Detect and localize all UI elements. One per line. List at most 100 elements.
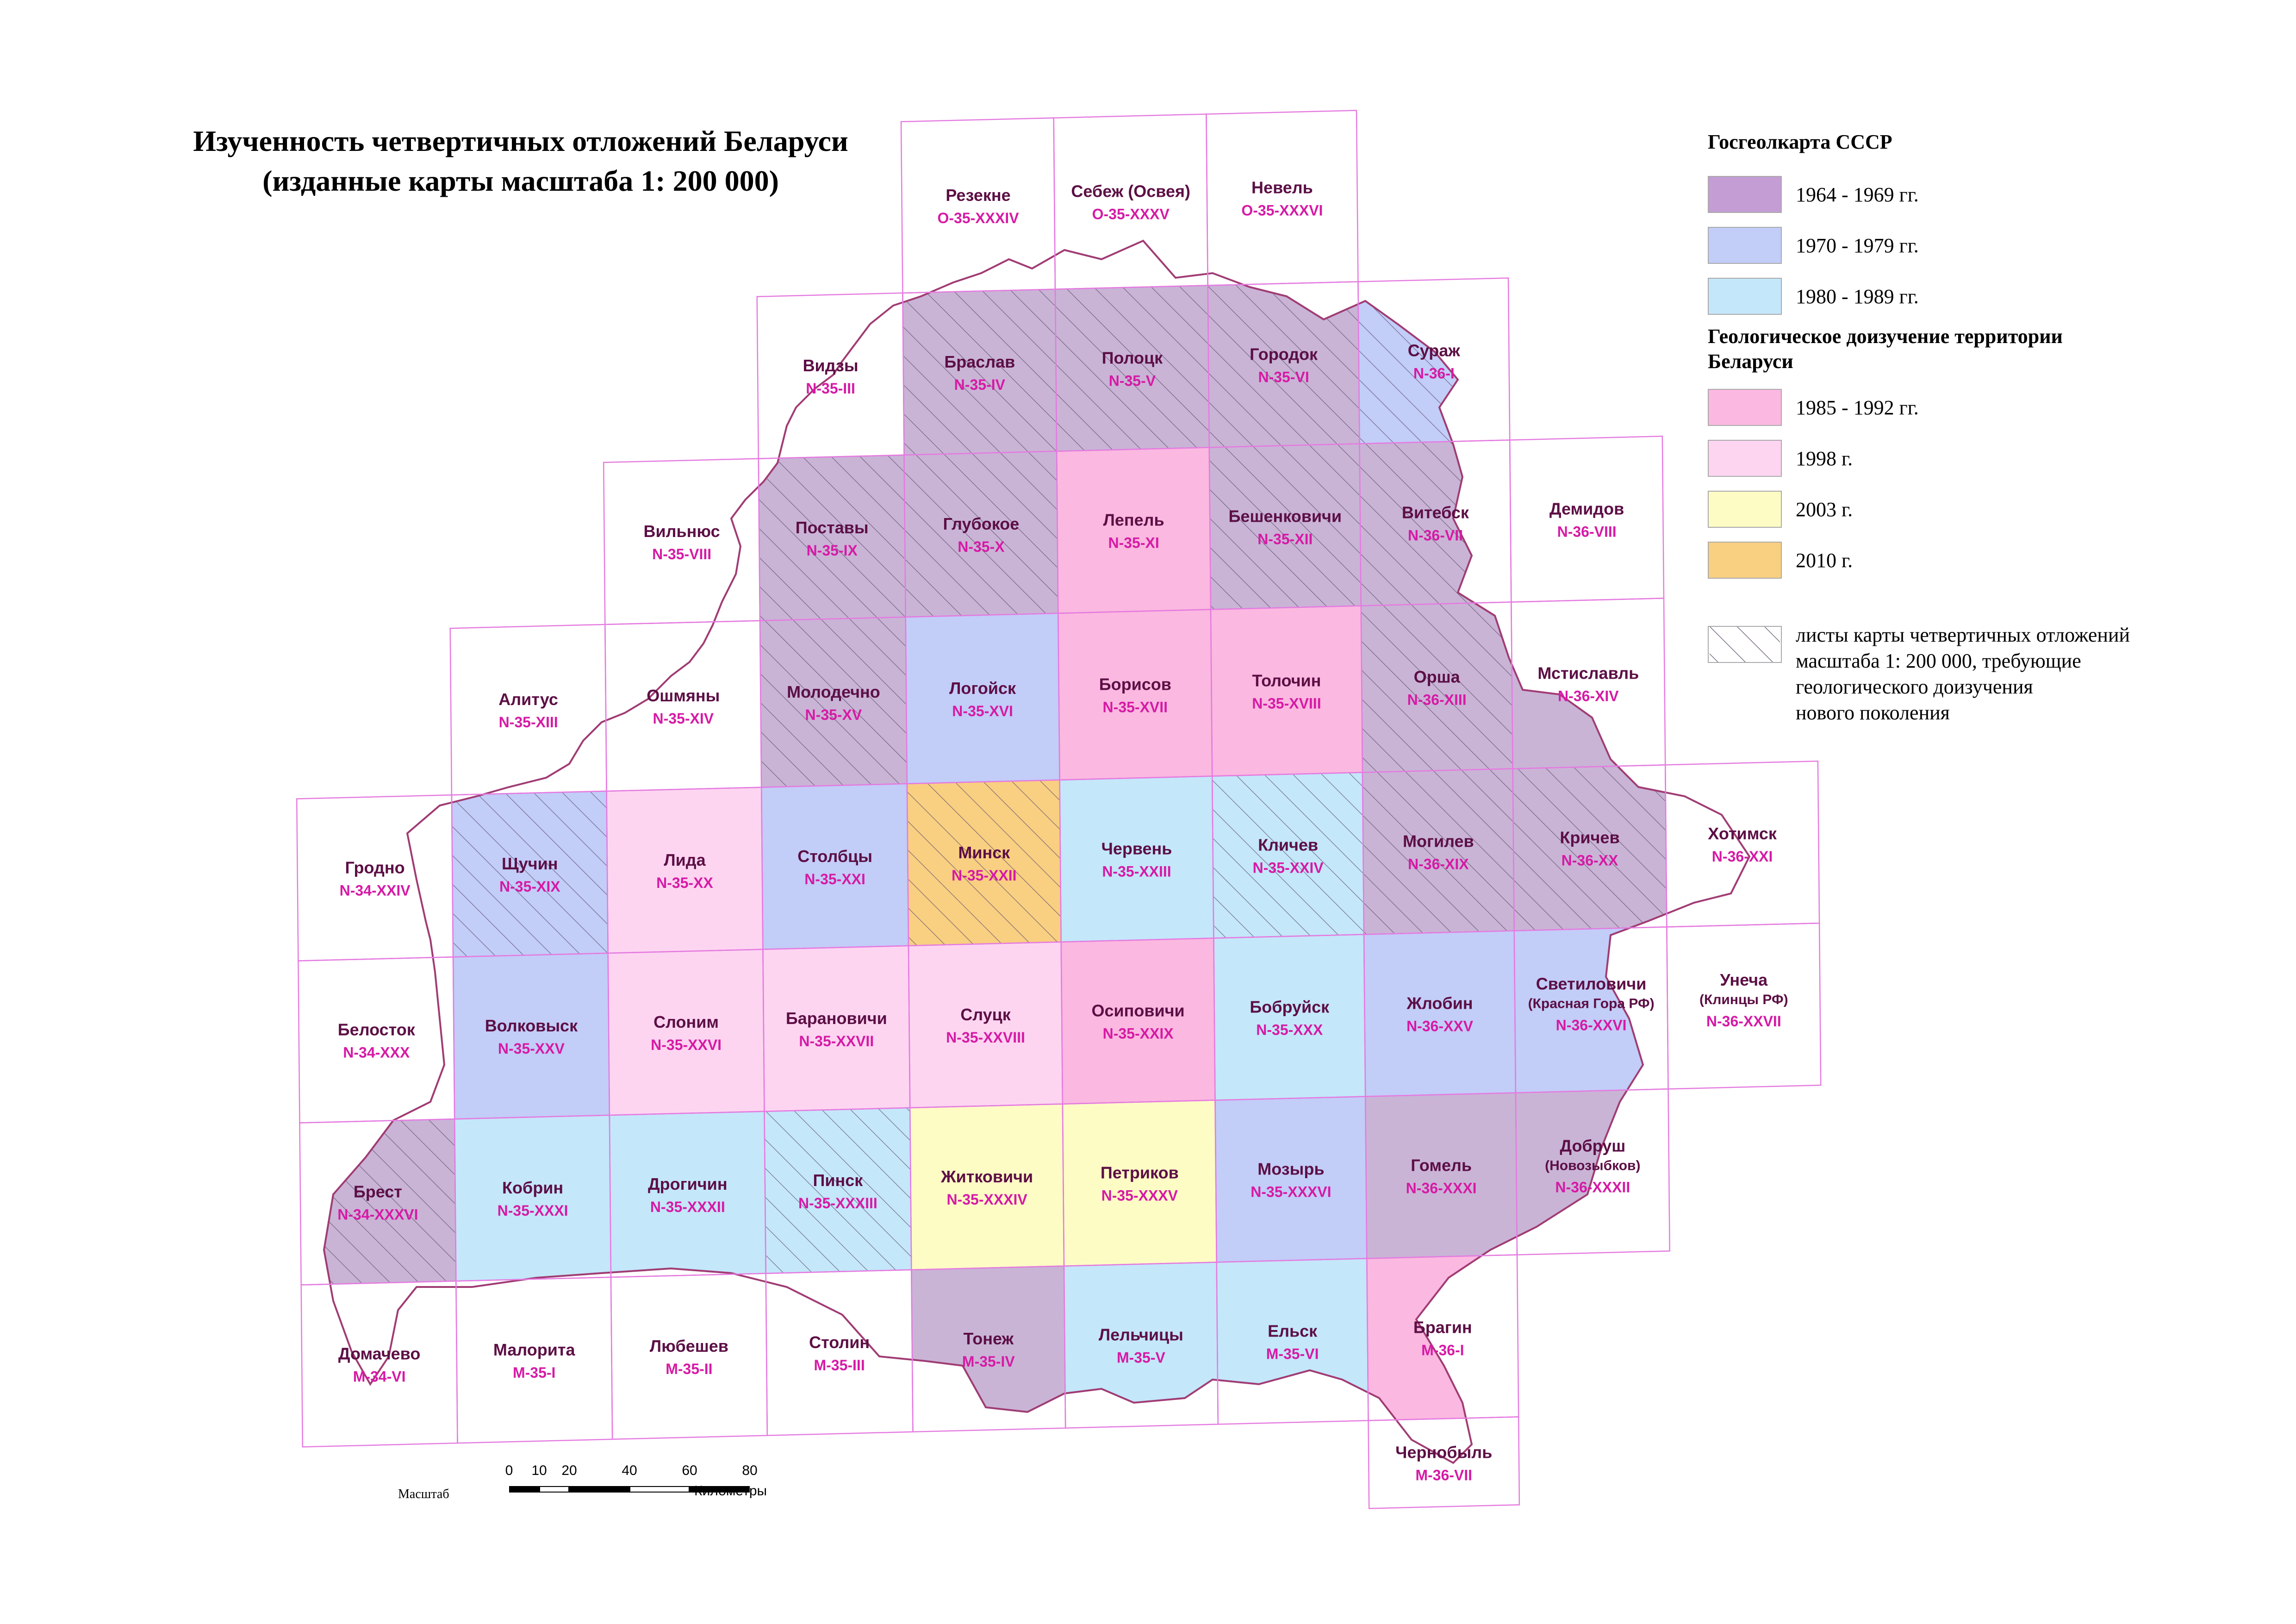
- sheet-code: N-35-XXIV: [1253, 860, 1324, 876]
- scale-unit: Километры: [694, 1483, 767, 1499]
- sheet-grid: [296, 110, 1822, 1509]
- sheet-frame: [300, 1280, 458, 1448]
- sheet-code: N-35-IX: [807, 542, 858, 559]
- sheet-name: Столин: [809, 1333, 870, 1352]
- legend-label: 2003 г.: [1796, 498, 1853, 521]
- sheet-name: Добруш: [1560, 1136, 1625, 1155]
- sheet-code: N-36-XXVII: [1706, 1013, 1781, 1030]
- scale-tick-label: 20: [561, 1463, 577, 1478]
- sheet-name: Любешев: [650, 1337, 728, 1355]
- sheet-name: Барановичи: [786, 1009, 887, 1028]
- sheet-name: Резекне: [946, 186, 1010, 205]
- sheet-hatch: [758, 455, 906, 621]
- legend-swatch: [1708, 176, 1782, 213]
- sheet-name: Кричев: [1560, 828, 1619, 847]
- sheet-hatch: [760, 617, 907, 787]
- sheet-code: N-35-XXXII: [650, 1199, 725, 1215]
- sheet-code: N-35-VIII: [652, 546, 711, 562]
- sheet-code: N-35-XXVIII: [946, 1029, 1025, 1046]
- sheet-name: Себеж (Освея): [1071, 182, 1190, 201]
- sheet-hatch: [324, 1119, 456, 1285]
- sheet-code: N-35-XXX: [1256, 1022, 1323, 1038]
- sheet-code: N-34-XXIV: [340, 882, 411, 899]
- sheet-name: Борисов: [1099, 675, 1171, 694]
- sheet-name: Слоним: [653, 1012, 719, 1031]
- sheet-code: N-35-IV: [954, 376, 1006, 393]
- sheet-name: Невель: [1251, 178, 1313, 197]
- sheet-fill: [608, 949, 765, 1115]
- sheet-labels: Резекне O-35-XXXIV Себеж (Освея) O-35-XXXV Н…: [337, 178, 1788, 1484]
- sheet-code: N-35-XXXV: [1101, 1187, 1178, 1204]
- scale-tick-label: 10: [531, 1463, 547, 1478]
- scale-segment: [539, 1486, 569, 1493]
- sheet-name: Орша: [1414, 668, 1461, 687]
- sheet-fill: [905, 613, 1060, 784]
- sheet-name: Дрогичин: [648, 1174, 728, 1193]
- sheet-hatch: [1362, 768, 1514, 935]
- legend-item-hatch: листы карты четвертичных отложений масшт…: [1708, 624, 2263, 728]
- sheet-name: Видзы: [803, 356, 859, 375]
- sheet-code: N-35-XVI: [952, 703, 1013, 719]
- title-line-1: Изученность четвертичных отложений Белар…: [193, 125, 848, 157]
- sheet-code: M-34-VI: [353, 1368, 406, 1385]
- sheet-code: N-35-XIX: [499, 878, 560, 895]
- legend-group1-title: Госгеолкарта СССР: [1708, 131, 1892, 153]
- legend-label: 1998 г.: [1796, 447, 1853, 470]
- legend-item-1998: 1998 г.: [1708, 440, 2263, 481]
- sheet-name: Жлобин: [1406, 994, 1473, 1013]
- legend-hatch-label: листы карты четвертичных отложений масшт…: [1796, 622, 2282, 726]
- sheet-name: (Красная Гора РФ): [1528, 996, 1655, 1011]
- sheet-code: M-35-II: [666, 1361, 712, 1377]
- sheet-code: N-35-XXIX: [1103, 1025, 1174, 1042]
- sheet-name: Гомель: [1411, 1156, 1472, 1175]
- legend-item-1985: 1985 - 1992 гг.: [1708, 389, 2263, 431]
- sheet-code: N-35-XI: [1108, 535, 1159, 551]
- legend-label: 1980 - 1989 гг.: [1796, 285, 1919, 308]
- legend-item-1964: 1964 - 1969 гг.: [1708, 176, 2263, 218]
- sheet-fill: [763, 945, 910, 1112]
- legend-label: 1964 - 1969 гг.: [1796, 183, 1919, 206]
- sheet-name: Ошмяны: [647, 686, 720, 705]
- sheet-code: N-36-XXVI: [1556, 1017, 1627, 1033]
- sheet-name: Бешенковичи: [1229, 507, 1342, 526]
- legend-label: 1970 - 1979 гг.: [1796, 234, 1919, 257]
- scale-tick-label: 60: [682, 1463, 697, 1478]
- legend-label: 2010 г.: [1796, 549, 1853, 572]
- sheet-name: Браслав: [944, 352, 1015, 371]
- legend-hatch-line1: листы карты четвертичных отложений: [1796, 624, 2130, 646]
- sheet-name: Брест: [354, 1182, 402, 1201]
- sheet-name: (Клинцы РФ): [1699, 992, 1788, 1007]
- sheet-code: N-35-XV: [805, 706, 862, 723]
- sheet-fill: [1057, 447, 1211, 613]
- sheet-fill: [1364, 931, 1516, 1097]
- sheet-hatch: [902, 289, 1057, 455]
- sheet-fill: [1215, 1096, 1367, 1262]
- sheet-name: Тонеж: [964, 1329, 1014, 1348]
- legend-hatch-line3: геологического доизучения: [1796, 675, 2033, 698]
- sheet-code: N-35-XVII: [1103, 699, 1168, 716]
- sheet-name: Лида: [664, 850, 706, 869]
- sheet-code: N-36-XXI: [1712, 848, 1773, 865]
- sheet-code: N-36-XXV: [1406, 1018, 1474, 1035]
- sheet-hatch: [1207, 281, 1360, 448]
- sheet-name: Домачево: [338, 1344, 420, 1363]
- sheet-code: M-36-I: [1421, 1342, 1464, 1359]
- sheet-fill: [910, 1104, 1064, 1270]
- scale-tick-label: 80: [742, 1463, 758, 1478]
- sheet-fill: [908, 942, 1063, 1108]
- sheet-fill: [1213, 934, 1366, 1100]
- title-line-2: (изданные карты масштаба 1: 200 000): [262, 164, 779, 197]
- sheet-hatch: [907, 780, 1061, 946]
- sheet-code: M-35-VI: [1266, 1346, 1319, 1362]
- legend-swatch: [1708, 227, 1782, 264]
- sheet-code: N-35-XX: [656, 874, 713, 891]
- sheet-frame: [1368, 1416, 1520, 1509]
- sheet-name: Волковыск: [485, 1016, 578, 1035]
- sheet-fill: [1511, 598, 1666, 769]
- legend-hatch-swatch: [1708, 626, 1782, 663]
- sheet-code: M-35-I: [513, 1364, 555, 1381]
- belarus-border: [323, 239, 1751, 1464]
- legend-item-1980: 1980 - 1989 гг.: [1708, 278, 2263, 319]
- sheet-name: Молодечно: [787, 682, 880, 701]
- sheet-frame: [1053, 113, 1208, 290]
